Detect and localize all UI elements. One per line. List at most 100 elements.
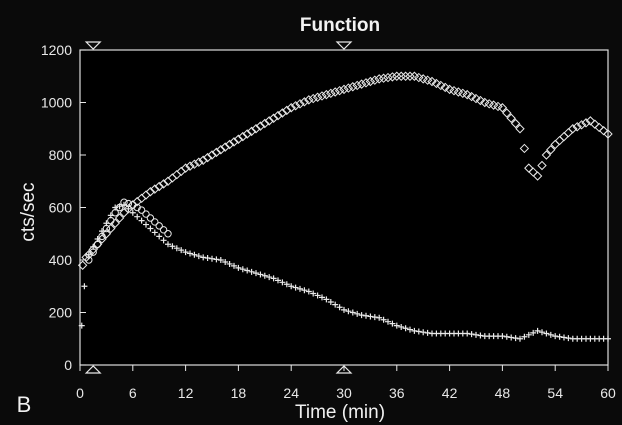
data-point (255, 121, 266, 131)
x-tick-label: 0 (76, 385, 84, 401)
data-point (261, 272, 268, 279)
data-point (462, 89, 472, 100)
data-point (282, 105, 292, 116)
data-point (273, 110, 283, 121)
data-point (257, 271, 264, 278)
data-point (143, 221, 149, 228)
data-point (326, 88, 336, 99)
data-point (116, 203, 123, 210)
y-axis-label: cts/sec (18, 182, 39, 241)
data-point (90, 243, 97, 250)
data-point (81, 283, 88, 290)
data-point (220, 142, 230, 152)
data-point (198, 155, 208, 165)
data-point (106, 223, 116, 234)
x-tick-label: 42 (442, 385, 458, 401)
data-point (503, 333, 510, 340)
data-point (138, 217, 145, 224)
data-point (605, 335, 611, 342)
data-point (521, 333, 528, 340)
data-point (512, 335, 519, 342)
data-point (519, 143, 530, 154)
data-point (332, 301, 339, 308)
data-point (389, 320, 396, 327)
data-point (317, 91, 327, 101)
data-point (185, 161, 195, 171)
data-point (341, 306, 347, 313)
data-point (264, 116, 274, 126)
data-point (182, 249, 189, 256)
data-point (99, 228, 105, 235)
x-tick-label: 24 (283, 385, 299, 401)
data-point (107, 212, 114, 219)
y-tick-label: 600 (49, 200, 73, 216)
data-point (354, 310, 361, 317)
data-point (572, 122, 582, 132)
data-point (356, 79, 367, 89)
data-point (114, 213, 125, 223)
data-point (594, 122, 604, 133)
data-point (314, 292, 321, 299)
data-point (321, 89, 332, 100)
data-point (312, 92, 323, 102)
data-point (585, 116, 596, 126)
data-point (415, 328, 422, 335)
data-point (233, 134, 244, 144)
data-point (299, 97, 310, 107)
data-point (471, 93, 481, 104)
data-point (411, 327, 418, 334)
data-point (424, 329, 431, 336)
data-point (378, 73, 389, 83)
data-point (327, 299, 334, 305)
x-axis-label: Time (min) (295, 402, 385, 423)
data-point (279, 279, 286, 286)
data-point (383, 72, 393, 83)
x-tick-label: 30 (336, 385, 352, 401)
data-point (565, 335, 572, 342)
range-marker-bottom-icon (84, 365, 102, 374)
data-point (543, 330, 550, 337)
data-point (226, 260, 233, 267)
data-point (78, 322, 85, 329)
data-point (231, 262, 237, 269)
data-point (497, 103, 508, 113)
data-point (207, 150, 217, 160)
data-point (361, 78, 371, 88)
data-point (508, 334, 515, 341)
data-point (216, 145, 226, 155)
y-tick-label: 1200 (41, 42, 72, 58)
data-point (603, 129, 613, 139)
data-point (292, 284, 299, 291)
x-tick-label: 60 (600, 385, 616, 401)
data-point (251, 124, 261, 134)
data-point (385, 318, 391, 325)
data-point (352, 80, 362, 91)
data-point (468, 331, 475, 338)
data-point (400, 71, 411, 81)
data-point (405, 71, 415, 81)
data-point (178, 247, 185, 254)
data-point (301, 287, 308, 294)
data-point (283, 281, 290, 288)
data-point (260, 118, 270, 129)
y-tick-label: 200 (49, 305, 73, 321)
data-point (477, 332, 484, 339)
data-point (160, 237, 167, 244)
data-point (380, 316, 387, 323)
data-point (189, 159, 200, 169)
data-point (110, 218, 120, 228)
data-point (334, 85, 345, 96)
data-point (88, 244, 98, 255)
chart-title: Function (300, 15, 380, 36)
series-diamond (77, 71, 613, 270)
data-point (517, 335, 523, 342)
data-point (84, 250, 94, 260)
data-point (288, 283, 295, 290)
data-point (297, 285, 303, 292)
data-point (440, 82, 450, 93)
data-point (213, 256, 220, 263)
range-marker-top-icon (335, 41, 353, 50)
data-point (343, 83, 354, 93)
data-point (77, 260, 88, 270)
